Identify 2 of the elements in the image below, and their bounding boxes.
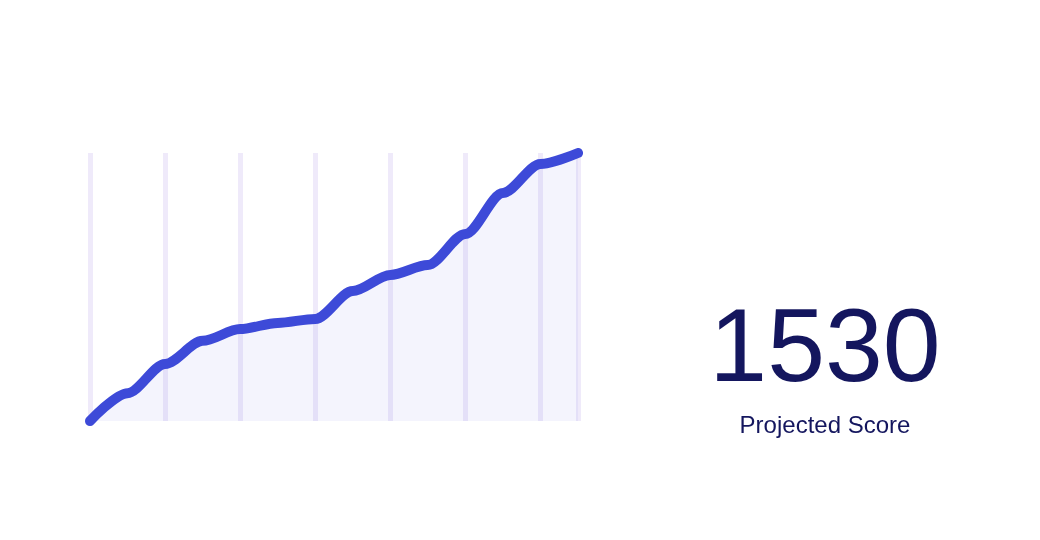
- text: 1530: [708, 286, 942, 405]
- text: Projected Score: [738, 410, 912, 440]
